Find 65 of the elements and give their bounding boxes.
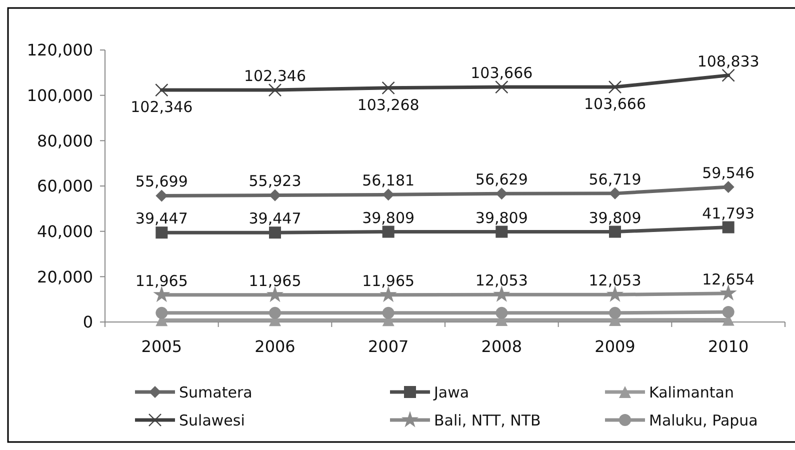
data-label: 108,833 (697, 52, 760, 70)
point (495, 80, 508, 94)
y-tick-label: 20,000 (37, 267, 93, 286)
point (269, 306, 281, 319)
data-label: 39,447 (248, 210, 302, 228)
legend-label: Bali, NTT, NTB (434, 411, 541, 430)
data-label: 103,268 (357, 96, 420, 114)
data-label: 55,923 (248, 172, 302, 190)
point (496, 188, 508, 200)
data-label: 11,965 (362, 272, 415, 290)
point (609, 187, 621, 200)
y-tick-label: 120,000 (26, 40, 93, 60)
point (722, 68, 735, 82)
point (268, 83, 282, 97)
x-tick-label: 2006 (254, 337, 296, 356)
point (609, 306, 621, 319)
point (609, 226, 621, 238)
data-label: 39,809 (362, 208, 415, 227)
point (722, 306, 734, 318)
y-tick-label: 100,000 (26, 86, 93, 105)
point (608, 80, 622, 94)
data-label: 103,666 (470, 64, 533, 82)
x-tick-label: 2008 (481, 337, 522, 356)
y-tick-label: 0 (82, 312, 93, 332)
point (269, 226, 281, 239)
y-tick-label: 60,000 (37, 176, 93, 196)
data-label: 56,629 (475, 170, 528, 189)
point (156, 306, 168, 319)
data-label: 55,699 (135, 172, 188, 191)
data-label: 59,546 (702, 164, 755, 182)
point (269, 189, 281, 202)
point (722, 181, 734, 194)
point (382, 81, 395, 95)
legend-label: Jawa (433, 383, 470, 402)
data-label: 41,793 (702, 204, 755, 222)
data-label: 39,809 (475, 208, 528, 227)
data-label: 39,447 (135, 210, 188, 228)
legend-label: Kalimantan (649, 383, 734, 402)
data-label: 11,965 (135, 272, 188, 290)
x-tick-label: 2009 (594, 337, 636, 356)
data-label: 102,346 (130, 98, 193, 116)
data-label: 39,809 (588, 208, 642, 227)
data-label: 56,719 (588, 170, 642, 188)
x-tick-label: 2010 (708, 337, 749, 356)
point (496, 306, 508, 319)
point (155, 83, 168, 97)
legend-label: Maluku, Papua (649, 411, 758, 430)
data-label: 12,654 (702, 270, 755, 288)
point (496, 226, 508, 238)
legend-label: Sulawesi (179, 411, 245, 430)
data-label: 103,666 (584, 95, 646, 114)
point (382, 226, 394, 238)
data-label: 11,965 (248, 272, 302, 290)
data-label: 102,346 (244, 67, 306, 86)
data-label: 56,181 (362, 172, 415, 190)
legend-label: Sumatera (179, 383, 252, 402)
point (156, 226, 168, 239)
y-tick-label: 80,000 (37, 131, 93, 150)
x-tick-label: 2007 (368, 337, 409, 356)
x-tick-label: 2005 (141, 337, 182, 356)
data-label: 12,053 (588, 272, 642, 290)
point (722, 221, 734, 234)
data-label: 12,053 (475, 272, 528, 290)
y-tick-label: 40,000 (37, 222, 93, 241)
point (382, 306, 394, 319)
